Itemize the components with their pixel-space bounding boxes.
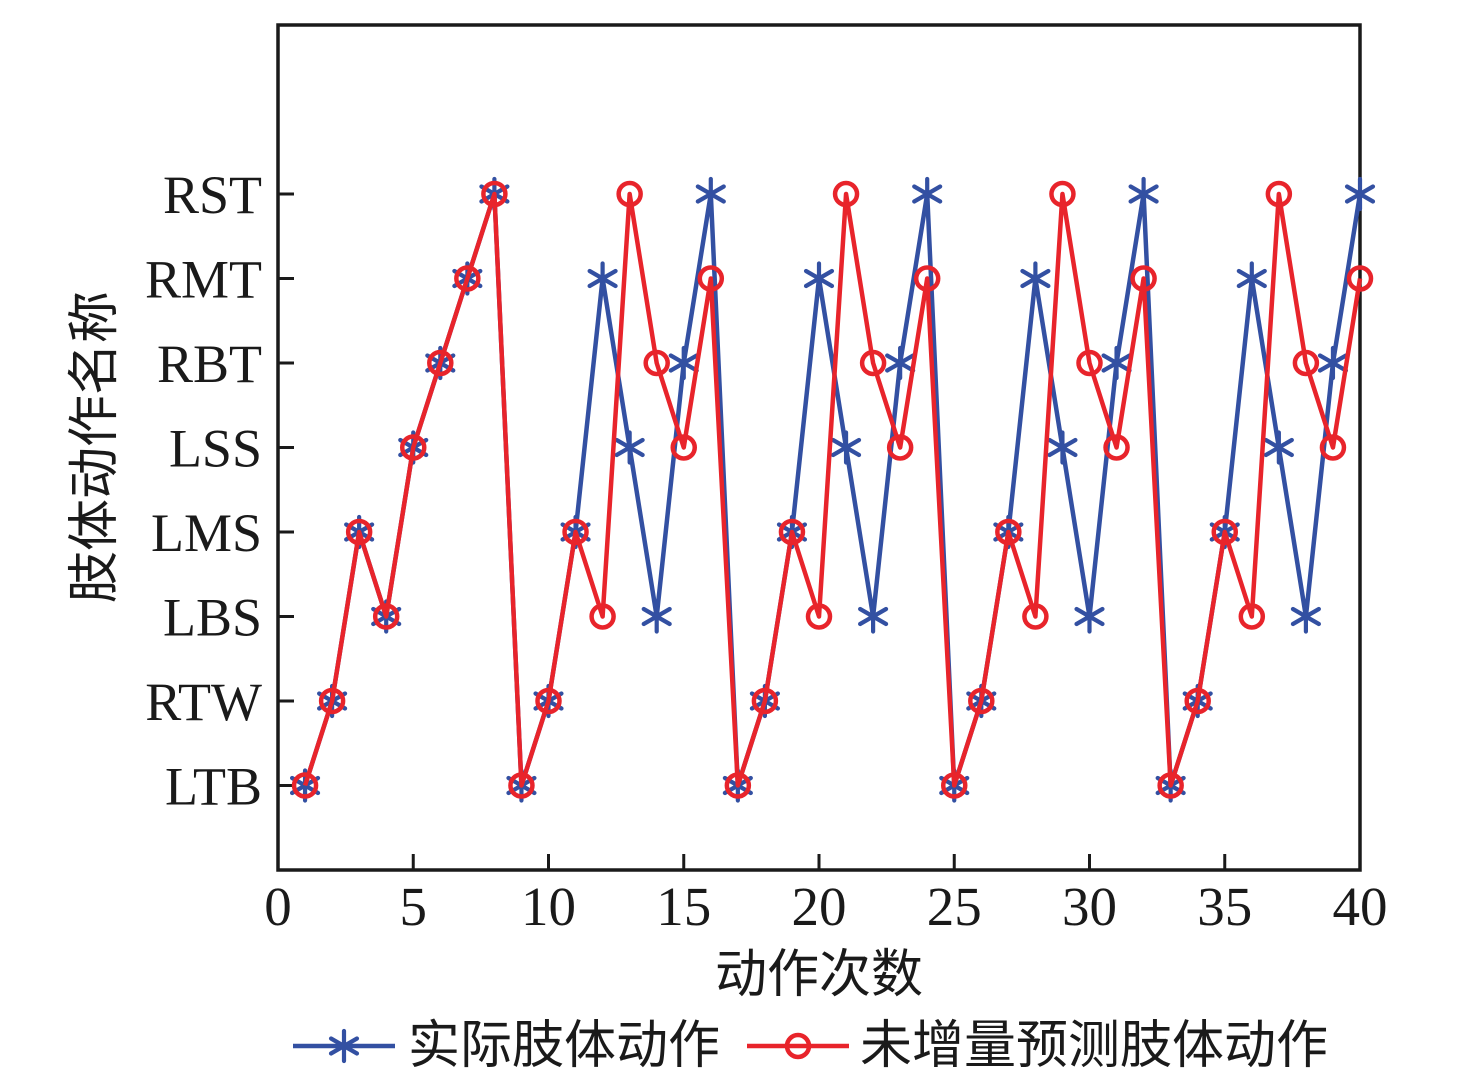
circle-marker-icon: [968, 687, 995, 715]
y-tick-label: LMS: [151, 503, 262, 563]
asterisk-marker-icon: [1236, 261, 1267, 296]
circle-marker-icon: [318, 687, 346, 715]
legend: 实际肢体动作 未增量预测肢体动作: [293, 1018, 1328, 1075]
y-tick-label: RST: [163, 165, 262, 225]
circle-marker-icon: [1265, 180, 1293, 208]
circle-marker-icon: [859, 349, 887, 377]
asterisk-marker-icon: [858, 599, 889, 634]
circle-marker-icon: [941, 772, 968, 799]
x-tick-label: 15: [656, 876, 711, 937]
x-tick-label: 40: [1333, 876, 1388, 937]
legend-item-actual: 实际肢体动作: [293, 1018, 720, 1075]
x-tick-label: 20: [792, 876, 847, 937]
x-tick-label: 35: [1197, 876, 1252, 937]
circle-marker-icon: [345, 518, 373, 546]
circle-marker-icon: [562, 518, 589, 546]
circle-marker-icon: [886, 434, 914, 461]
asterisk-marker-icon: [1290, 599, 1321, 634]
circle-marker-icon: [1049, 180, 1076, 208]
y-tick-label: RTW: [145, 672, 262, 732]
circle-marker-icon: [1319, 434, 1347, 461]
asterisk-marker-icon: [328, 1028, 360, 1064]
x-tick-label: 10: [521, 876, 576, 937]
circle-marker-icon: [1238, 603, 1266, 630]
circle-marker-icon: [1211, 518, 1238, 546]
y-tick-label: LSS: [169, 419, 262, 479]
circle-marker-icon: [805, 603, 833, 630]
circle-marker-icon: [372, 603, 400, 630]
circle-marker-icon: [427, 349, 454, 377]
asterisk-marker-icon: [912, 176, 943, 212]
x-tick-label: 30: [1062, 876, 1117, 937]
asterisk-marker-icon: [695, 176, 726, 212]
circle-marker-icon: [616, 180, 643, 208]
y-axis-label: 肢体动作名称: [67, 291, 124, 603]
asterisk-marker-icon: [1074, 599, 1105, 634]
asterisk-marker-icon: [1317, 345, 1349, 381]
legend-label-predicted: 未增量预测肢体动作: [860, 1018, 1328, 1075]
circle-marker-icon: [1157, 772, 1184, 799]
x-axis-label: 动作次数: [715, 947, 923, 1004]
asterisk-marker-icon: [803, 261, 835, 296]
plot-border: [276, 23, 1362, 872]
asterisk-marker-icon: [1047, 430, 1078, 465]
x-axis-ticks: 0 5 10 15 20 25 30 35 40: [264, 854, 1388, 937]
circle-marker-icon: [1346, 265, 1374, 292]
asterisk-marker-icon: [328, 1028, 360, 1064]
asterisk-marker-icon: [1020, 261, 1051, 296]
circle-marker-icon: [589, 603, 616, 630]
circle-marker-icon: [670, 434, 697, 461]
asterisk-marker-icon: [885, 345, 916, 381]
circle-marker-icon: [535, 687, 562, 715]
asterisk-marker-icon: [1128, 176, 1159, 212]
x-tick-label: 0: [264, 876, 292, 937]
asterisk-marker-icon: [668, 345, 699, 381]
x-tick-label: 25: [927, 876, 982, 937]
asterisk-marker-icon: [614, 430, 645, 465]
circle-marker-icon: [751, 687, 779, 715]
asterisk-marker-icon: [587, 261, 618, 296]
circle-marker-icon: [697, 265, 725, 292]
legend-label-actual: 实际肢体动作: [408, 1018, 720, 1075]
plot-area: 0 5 10 15 20 25 30 35 40 LTB RTW LBS LMS LSS RBT RMT RST: [145, 23, 1388, 937]
circle-marker-icon: [778, 518, 806, 546]
circle-marker-icon: [724, 772, 752, 799]
circle-marker-icon: [643, 349, 670, 377]
series-line: [302, 191, 1363, 788]
y-tick-label: LTB: [165, 757, 262, 817]
circle-marker-icon: [832, 180, 860, 208]
x-tick-label: 5: [400, 876, 428, 937]
series-actual: [289, 176, 1376, 803]
asterisk-marker-icon: [1263, 430, 1294, 465]
circle-marker-icon: [291, 772, 319, 799]
circle-marker-icon: [1103, 434, 1130, 461]
circle-marker-icon: [508, 772, 535, 799]
circle-marker-icon: [784, 1032, 812, 1060]
circle-marker-icon: [1022, 603, 1049, 630]
circle-marker-icon: [1292, 349, 1320, 377]
circle-marker-icon: [995, 518, 1022, 546]
legend-item-predicted: 未增量预测肢体动作: [747, 1018, 1328, 1075]
y-tick-label: RBT: [157, 334, 262, 394]
circle-marker-icon: [913, 265, 941, 292]
y-tick-label: LBS: [163, 588, 262, 648]
circle-marker-icon: [400, 434, 427, 461]
asterisk-marker-icon: [641, 599, 672, 634]
asterisk-marker-icon: [830, 430, 862, 465]
asterisk-marker-icon: [1101, 345, 1132, 381]
y-axis-ticks: LTB RTW LBS LMS LSS RBT RMT RST: [145, 165, 294, 817]
circle-marker-icon: [481, 180, 508, 208]
series-predicted: [291, 180, 1374, 799]
asterisk-marker-icon: [1344, 176, 1376, 212]
circle-marker-icon: [1076, 349, 1103, 377]
y-tick-label: RMT: [145, 250, 262, 310]
circle-marker-icon: [1130, 265, 1157, 292]
circle-marker-icon: [454, 265, 481, 292]
circle-marker-icon: [1184, 687, 1211, 715]
